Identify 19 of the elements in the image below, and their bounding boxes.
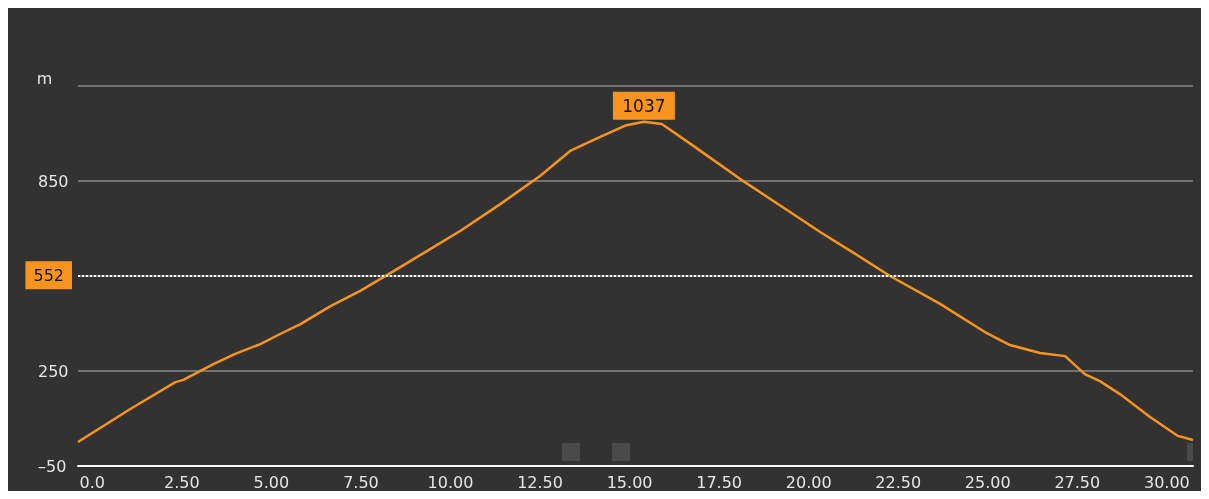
x-tick-label: 30.00 — [1143, 472, 1190, 492]
annotation: 1037 — [622, 95, 666, 116]
x-tick-label: 12.50 — [517, 472, 563, 492]
x-tick-label: 22.50 — [875, 472, 922, 492]
ref-line-label: 552 — [33, 265, 64, 285]
y-tick-label: –50 — [38, 456, 67, 476]
x-tick-label: 20.00 — [785, 472, 832, 492]
x-tick-label: 7.50 — [343, 472, 379, 492]
x-tick-label: 5.00 — [253, 472, 290, 492]
x-tick-label: 25.00 — [964, 472, 1011, 492]
y-axis-title: m — [36, 68, 53, 88]
x-tick-label: 2.50 — [164, 472, 200, 492]
y-tick-label: 250 — [38, 361, 69, 381]
x-tick-label: 27.50 — [1054, 472, 1101, 492]
x-tick-label: 15.00 — [606, 472, 653, 492]
x-tick-label: 0.0 — [79, 472, 106, 492]
x-tick-label: 10.00 — [427, 472, 474, 492]
y-tick-label: 850 — [38, 171, 69, 191]
x-tick-label: 17.50 — [696, 472, 743, 492]
